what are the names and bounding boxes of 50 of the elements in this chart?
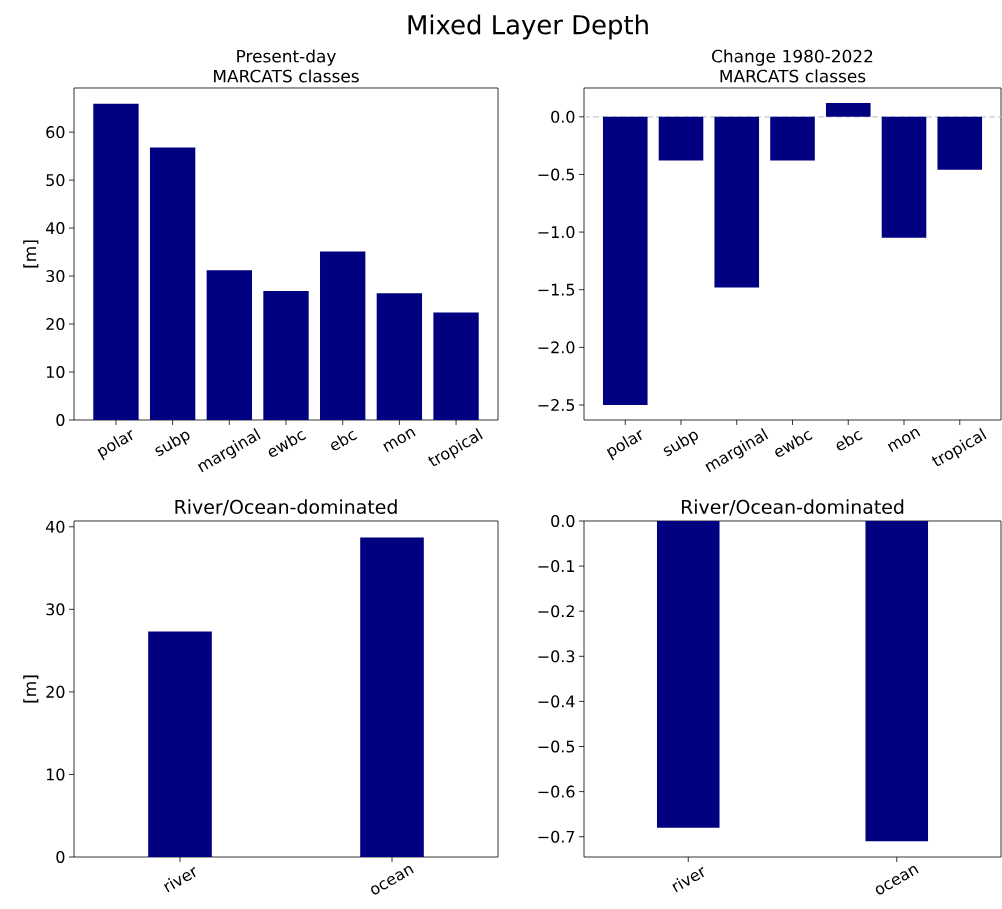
- y-tick-label: −0.6: [538, 785, 575, 798]
- bar: [433, 312, 479, 420]
- y-tick-label: 30: [46, 603, 65, 616]
- y-tick-label: 10: [46, 365, 65, 379]
- bar: [320, 251, 366, 420]
- y-tick-label: −2.5: [538, 398, 575, 412]
- chart-title: Change 1980-2022 MARCATS classes: [712, 49, 873, 83]
- y-tick-label: 10: [46, 768, 65, 781]
- bar: [376, 293, 423, 420]
- x-tick-label: subp: [155, 431, 190, 457]
- y-tick-label: −1.5: [538, 283, 575, 296]
- text: Mixed Layer Depth: [408, 14, 648, 40]
- bar: [263, 290, 309, 420]
- x-tick-label: mon: [887, 428, 921, 452]
- y-tick-label: −0.7: [538, 830, 575, 843]
- x-tick-label: mon: [383, 428, 416, 452]
- x-tick-label: ewbc: [775, 430, 813, 457]
- y-tick-label: 0: [56, 850, 65, 864]
- y-tick-label: −1.0: [538, 226, 575, 239]
- bar: [206, 270, 252, 420]
- y-tick-label: −0.5: [538, 168, 575, 181]
- y-tick-label: 20: [46, 685, 65, 698]
- chart-title: Present-day MARCATS classes: [214, 49, 359, 83]
- y-tick-label: 0: [56, 413, 65, 427]
- y-tick-label: 0.0: [551, 110, 575, 123]
- y-tick-label: 40: [45, 520, 65, 533]
- y-tick-label: −0.4: [538, 695, 575, 708]
- x-tick-label: river: [163, 867, 196, 893]
- x-tick-label: ebc: [331, 430, 358, 451]
- y-tick-label: −2.0: [538, 341, 575, 354]
- y-tick-label: 0.0: [551, 514, 575, 528]
- y-tick-label: 60: [46, 126, 65, 139]
- chart-title: River/Ocean-dominated: [175, 499, 397, 516]
- y-tick-label: 50: [46, 174, 65, 187]
- y-tick-label: 20: [46, 318, 65, 331]
- y-tick-label: −0.5: [538, 740, 575, 753]
- x-tick-label: ebc: [836, 430, 863, 451]
- y-tick-label: −0.1: [538, 560, 575, 573]
- y-tick-label: 30: [46, 270, 65, 283]
- x-tick-label: subp: [663, 431, 698, 457]
- x-tick-label: ewbc: [268, 430, 307, 457]
- y-tick-label: −0.3: [538, 650, 575, 663]
- bar: [149, 147, 196, 420]
- y-tick-label: −0.2: [538, 605, 574, 618]
- x-tick-label: river: [672, 867, 704, 893]
- y-axis-title: [m]: [23, 675, 39, 703]
- chart-title: River/Ocean-dominated: [681, 499, 904, 516]
- y-axis-title: [m]: [23, 240, 39, 268]
- y-tick-label: 40: [45, 222, 65, 235]
- bar: [93, 103, 139, 420]
